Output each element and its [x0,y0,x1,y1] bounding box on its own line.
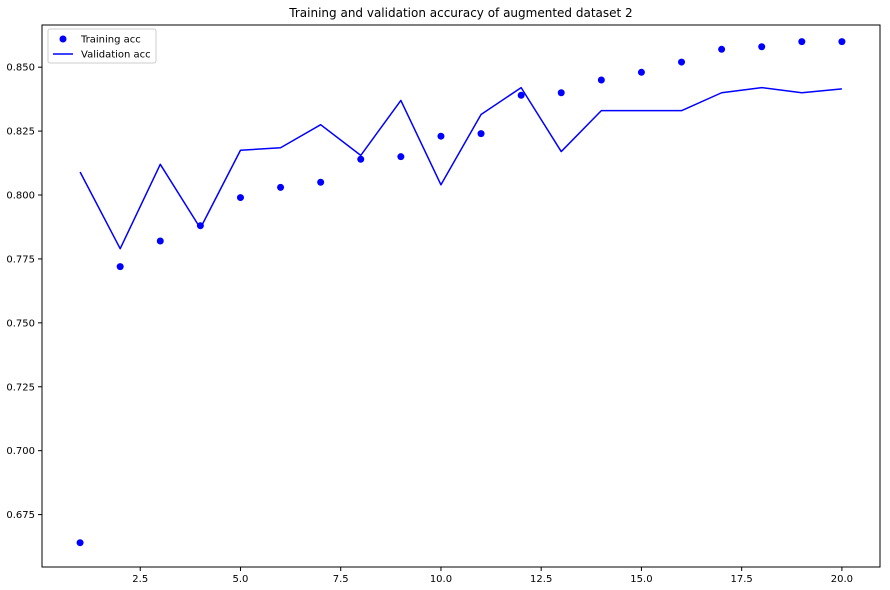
training-acc-point [637,68,645,76]
training-acc-point [597,76,605,84]
validation-acc-line [79,86,842,250]
training-acc-point [517,91,525,99]
x-axis: 2.5 5.0 7.5 10.0 12.5 15.0 17.5 20.0 [132,567,853,585]
training-acc-point [156,237,164,245]
training-acc-point [437,132,445,140]
training-acc-point [357,155,365,163]
x-tick-label: 17.5 [731,574,753,585]
y-tick-label: 0.725 [6,382,35,393]
plot-frame [41,24,881,568]
y-tick-label: 0.750 [6,318,35,329]
plot-area [76,38,846,547]
training-acc-point [838,38,846,46]
training-acc-point [116,263,124,271]
legend-label: Training acc [80,35,141,46]
training-acc-point [397,153,405,161]
x-tick-label: 12.5 [530,574,552,585]
y-tick-label: 0.850 [6,63,35,74]
x-tick-label: 7.5 [333,574,349,585]
y-tick-label: 0.800 [6,191,35,202]
y-tick-label: 0.825 [6,127,35,138]
y-tick-label: 0.700 [6,446,35,457]
x-tick-label: 2.5 [132,574,148,585]
training-acc-point [76,539,84,547]
training-acc-point [477,130,485,138]
x-tick-label: 10.0 [430,574,452,585]
training-acc-point [317,178,325,186]
training-acc-point [718,45,726,53]
y-tick-label: 0.775 [6,254,35,265]
legend-label: Validation acc [81,50,151,61]
x-tick-label: 5.0 [233,574,249,585]
training-acc-point [277,183,285,191]
training-acc-point [557,89,565,97]
y-axis: 0.675 0.700 0.725 0.750 0.775 0.800 0.825 0.850 [6,63,42,521]
legend: Training acc Validation acc [47,28,157,64]
training-acc-point [196,222,204,230]
x-tick-label: 20.0 [831,574,853,585]
training-acc-point [678,58,686,66]
chart-title: Training and validation accuracy of augm… [288,6,632,20]
x-tick-label: 15.0 [630,574,652,585]
training-acc-point [798,38,806,46]
legend-marker-training [59,35,67,43]
training-acc-point [758,43,766,51]
training-acc-point [236,194,244,202]
y-tick-label: 0.675 [6,510,35,521]
legend-box [47,28,157,64]
